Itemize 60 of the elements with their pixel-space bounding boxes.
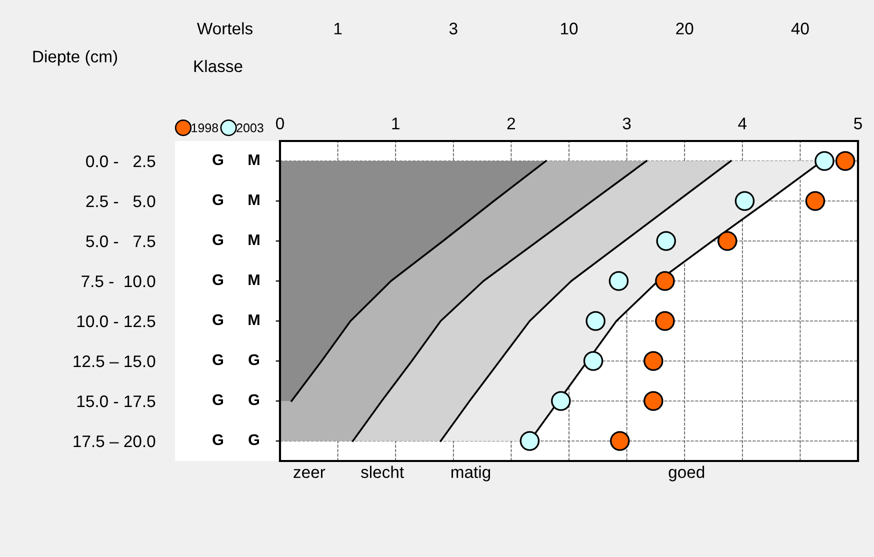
data-label: M [248,314,260,325]
point [655,311,675,331]
point [610,431,630,451]
data-label: G [212,354,223,366]
point [583,351,604,371]
y-tick-label: 15.0 - 17.5 [77,395,156,408]
point [655,271,675,291]
data-label: M [248,274,260,285]
point [717,231,738,251]
y-tick-label: 0.0 - 2.5 [86,155,156,168]
point [734,191,755,211]
text: slecht [361,466,404,478]
legend-label: 2003 [236,123,264,132]
y-tick-label: 17.5 – 20.0 [74,435,156,448]
data-label: G [248,354,259,366]
x-tick-label: 4 [738,118,747,130]
text: 40 [791,22,809,34]
point [520,431,540,451]
x-tick-label: 0 [276,118,284,130]
data-label: G [248,394,259,406]
text: goed [668,466,704,482]
point [814,151,834,171]
x2-axis-title: Wortels [196,22,252,34]
text: zeer [294,468,326,478]
point [644,351,664,371]
y-axis-title: Diepte (cm) [33,50,118,66]
data-label: G [212,274,223,286]
data-label: G [212,394,223,406]
data-label: G [212,194,223,206]
text: 3 [449,22,458,34]
y-tick-label: 2.5 - 5.0 [86,195,156,208]
x-tick-label: 1 [392,118,400,130]
legend-label: 1998 [192,123,218,132]
point [644,391,664,411]
data-label: G [212,154,223,166]
text: 1 [334,22,342,34]
point [551,391,571,411]
text: 20 [676,22,694,34]
x-axis-title: Klasse [194,60,242,72]
data-label: M [248,234,260,245]
data-label: G [248,434,259,446]
x-tick-label: 2 [507,118,515,130]
data-label: G [212,314,223,326]
y-tick-label: 5.0 - 7.5 [86,235,156,248]
data-label: G [212,234,223,246]
y-tick-label: 7.5 - 10.0 [82,275,156,288]
y-tick-label: 12.5 – 15.0 [74,355,156,368]
x-tick-label: 3 [622,118,631,130]
point [608,271,629,291]
data-label: M [248,154,260,165]
text: 10 [561,22,578,34]
text: matig [451,466,490,482]
y-tick-label: 10.0 - 12.5 [77,315,156,328]
point [656,231,676,251]
point [835,151,856,171]
data-label: G [212,434,223,446]
point [805,191,826,211]
data-label: M [248,194,260,205]
x-tick-label: 5 [854,118,862,130]
point [586,311,606,331]
